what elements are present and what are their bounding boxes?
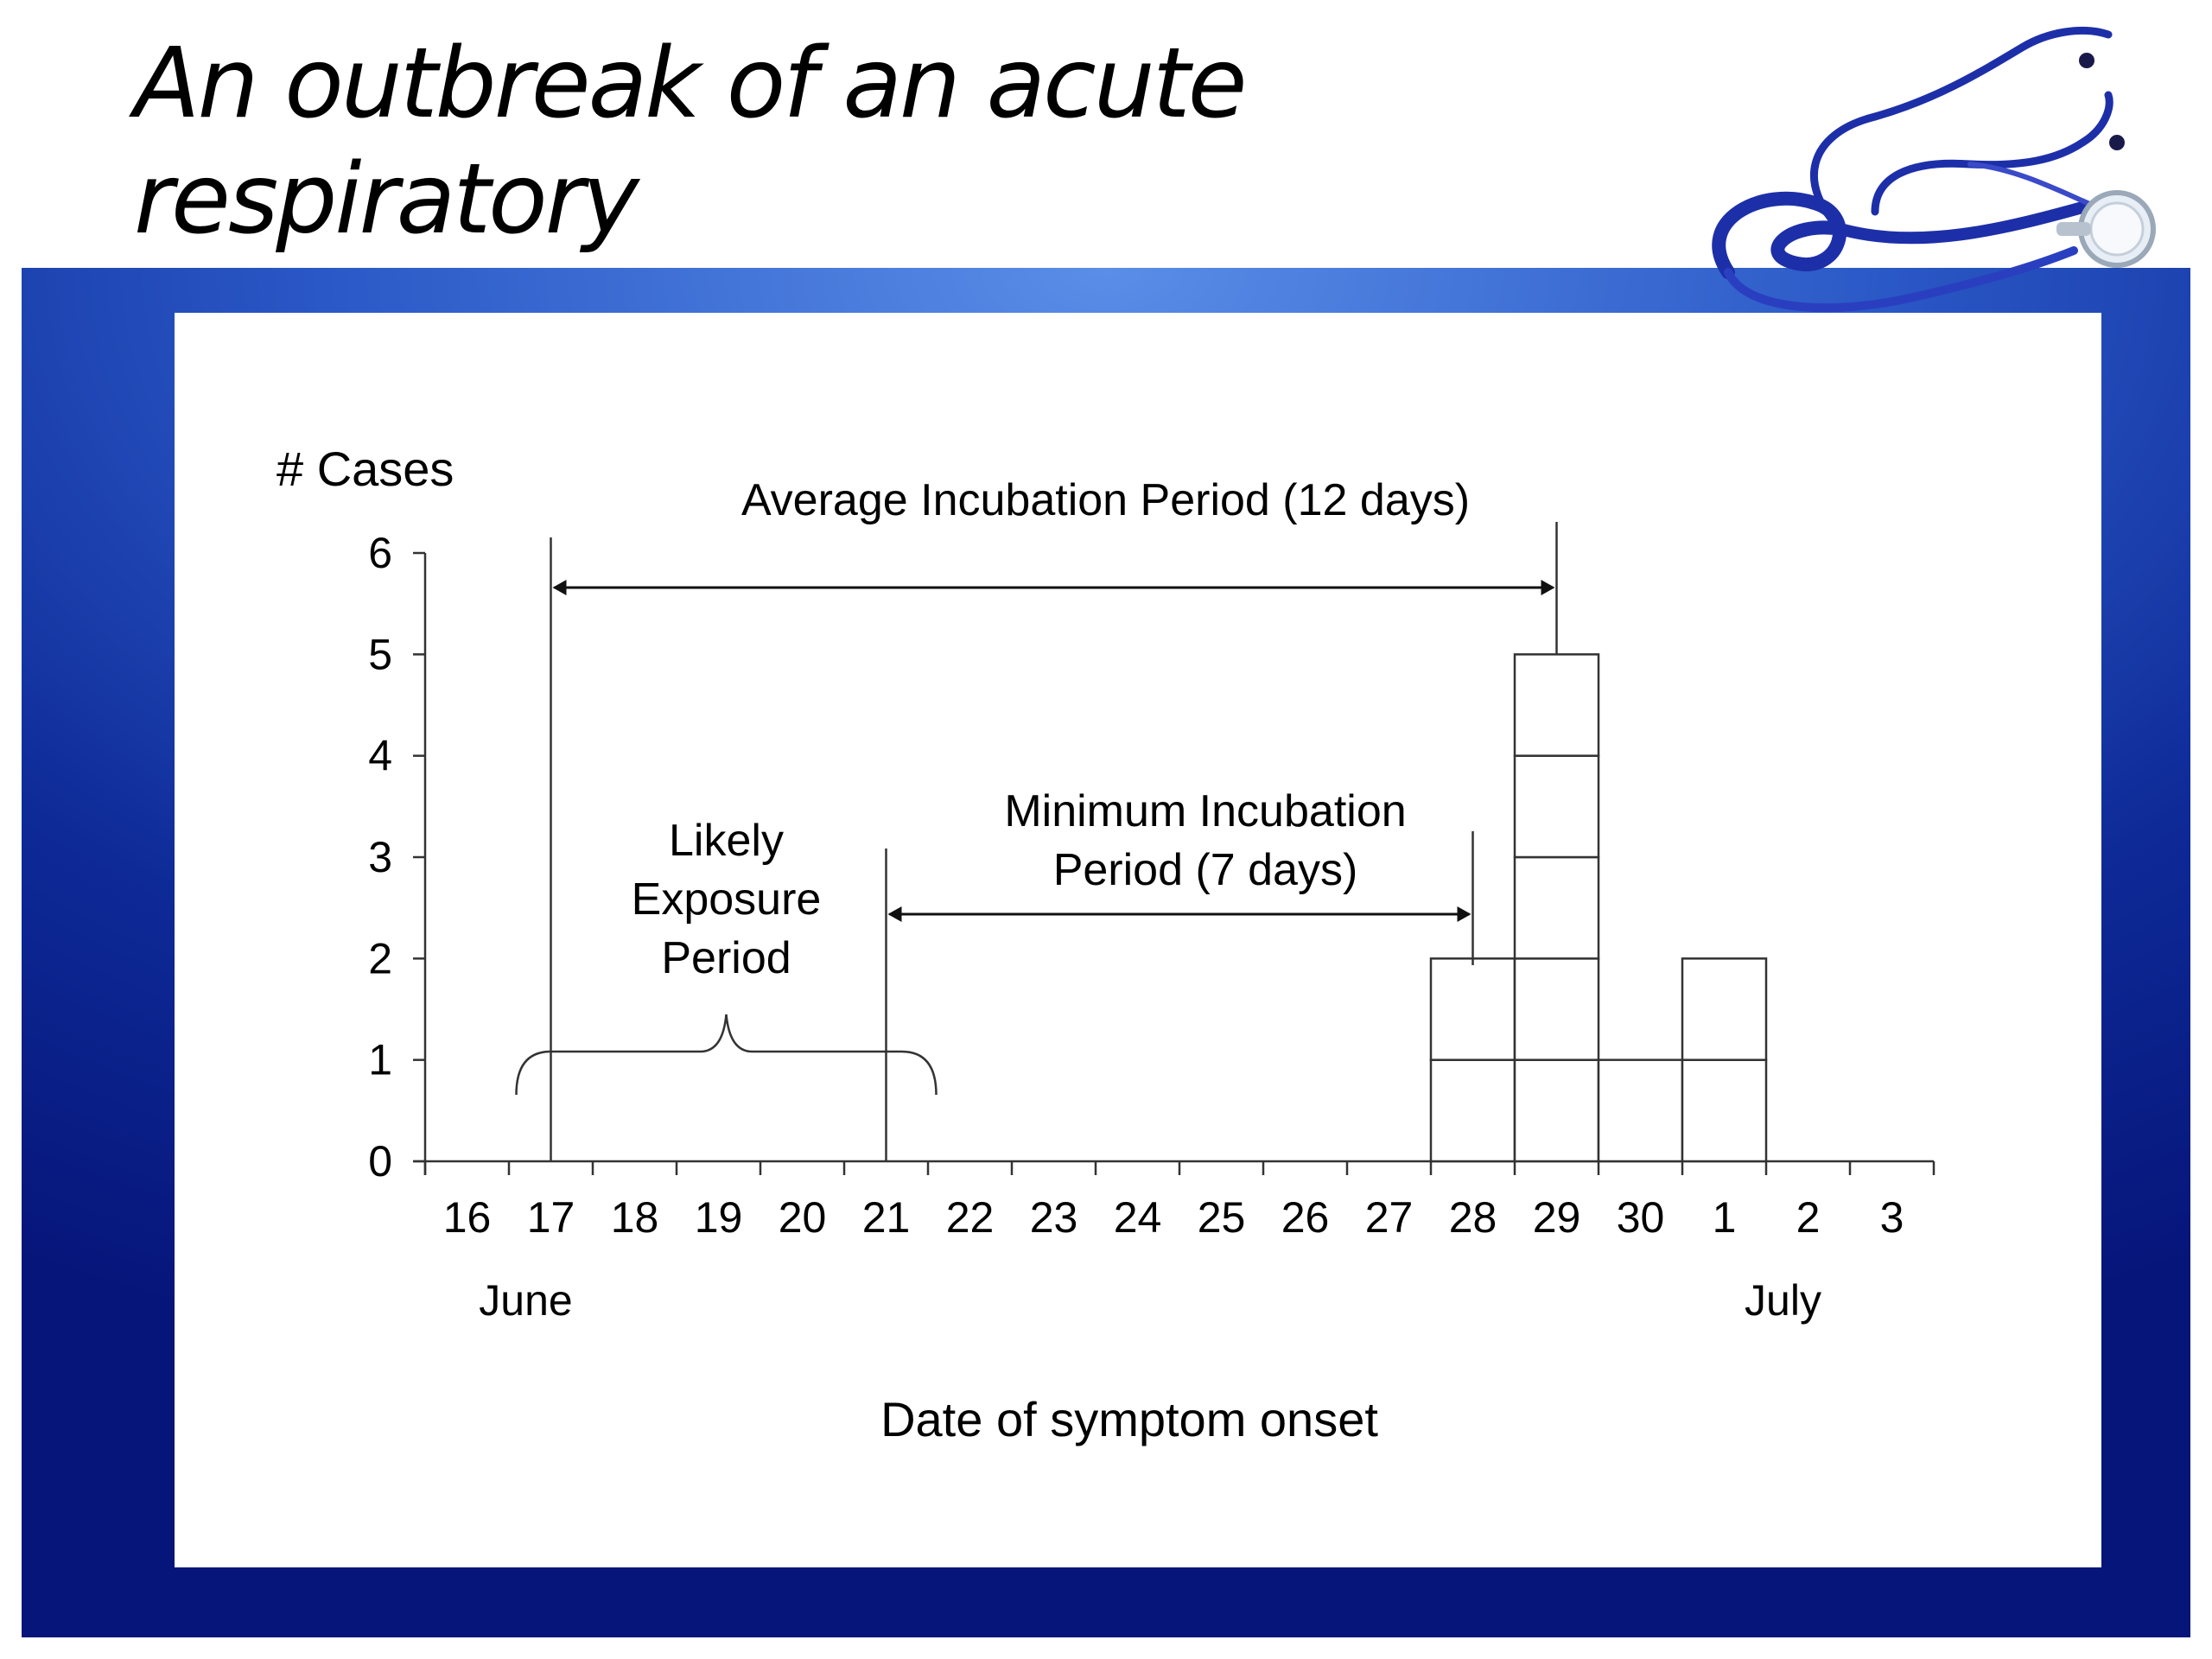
x-tick-label: 18 — [611, 1193, 659, 1242]
case-box — [1429, 957, 1516, 1061]
y-tick-label: 2 — [368, 934, 392, 982]
x-tick-label: 24 — [1114, 1193, 1162, 1242]
arrow-head — [1457, 906, 1471, 922]
y-tick-label: 5 — [368, 630, 392, 678]
y-axis-label: # Cases — [276, 442, 454, 496]
x-tick-label: 28 — [1449, 1193, 1497, 1242]
stethoscope-icon — [1712, 26, 2156, 313]
slide-title: An outbreak of an acute respiratory dise… — [134, 26, 1776, 373]
exposure-period-label: Period — [661, 933, 791, 983]
y-tick-label: 6 — [368, 529, 392, 577]
y-tick-label: 1 — [368, 1036, 392, 1084]
case-box — [1597, 1058, 1684, 1163]
x-tick-label: 26 — [1281, 1193, 1330, 1242]
x-tick-label: 22 — [946, 1193, 995, 1242]
x-tick-label: 3 — [1880, 1193, 1904, 1242]
month-label: June — [479, 1276, 572, 1325]
x-tick-label: 2 — [1796, 1193, 1821, 1242]
y-tick-label: 3 — [368, 833, 392, 881]
minimum-incubation-label: Minimum Incubation — [1004, 786, 1406, 836]
x-tick-label: 25 — [1198, 1193, 1246, 1242]
y-tick-label: 4 — [368, 732, 392, 780]
case-box — [1681, 957, 1768, 1061]
x-tick-label: 17 — [527, 1193, 575, 1242]
arrow-head — [1541, 580, 1555, 595]
month-label: July — [1745, 1276, 1821, 1325]
case-box — [1429, 1058, 1516, 1163]
x-tick-label: 27 — [1365, 1193, 1414, 1242]
x-tick-label: 23 — [1030, 1193, 1078, 1242]
x-tick-label: 1 — [1713, 1193, 1737, 1242]
case-box — [1513, 653, 1600, 757]
x-tick-label: 29 — [1533, 1193, 1581, 1242]
arrow-head — [552, 580, 567, 595]
case-box — [1513, 957, 1600, 1061]
minimum-incubation-label: Period (7 days) — [1053, 845, 1358, 895]
x-tick-label: 16 — [443, 1193, 492, 1242]
exposure-period-label: Exposure — [632, 874, 822, 925]
chart-panel: 0 1 2 3 4 5 6 # Cases 16 17 18 19 20 21 22 23 24 25 26 27 28… — [175, 313, 2101, 1567]
average-incubation-label: Average Incubation Period (12 days) — [741, 475, 1470, 525]
exposure-period-brace — [515, 1014, 938, 1096]
arrow-head — [887, 906, 902, 922]
case-box — [1513, 855, 1600, 960]
x-axis-label: Date of symptom onset — [880, 1392, 1378, 1446]
exposure-period-label: Likely — [669, 816, 784, 866]
case-box — [1513, 754, 1600, 859]
case-box — [1681, 1058, 1768, 1163]
x-tick-label: 20 — [779, 1193, 827, 1242]
y-tick-label: 0 — [368, 1137, 392, 1185]
x-tick-label: 30 — [1617, 1193, 1665, 1242]
case-box — [1513, 1058, 1600, 1163]
x-tick-label: 21 — [862, 1193, 911, 1242]
x-tick-label: 19 — [695, 1193, 743, 1242]
slide-title-line-1: An outbreak of an acute respiratory — [134, 28, 1248, 256]
